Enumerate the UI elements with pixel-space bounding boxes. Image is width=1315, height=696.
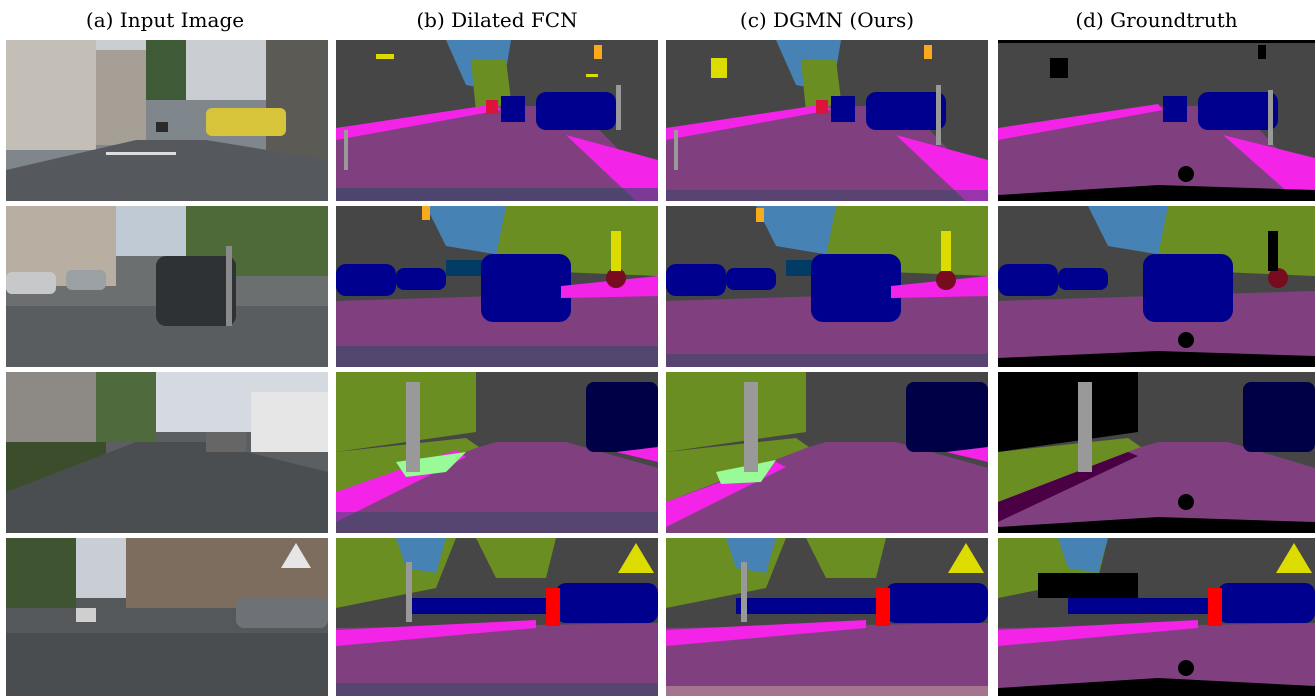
column-header-dgmn: (c) DGMN (Ours) [739,8,915,32]
dilated-fcn-row-2 [336,206,658,367]
dgmn-row-2 [666,206,988,367]
dilated-fcn-row-3 [336,372,658,533]
groundtruth-row-3 [998,372,1315,533]
input-image-row-2 [6,206,328,367]
column-header-groundtruth: (d) Groundtruth [1075,8,1238,32]
input-image-row-1 [6,40,328,201]
dgmn-row-4 [666,538,988,696]
dilated-fcn-row-4 [336,538,658,696]
column-header-dilated-fcn: (b) Dilated FCN [416,8,578,32]
dgmn-row-3 [666,372,988,533]
dilated-fcn-row-1 [336,40,658,201]
input-image-row-4 [6,538,328,696]
column-header-input: (a) Input Image [85,8,245,32]
input-image-row-3 [6,372,328,533]
groundtruth-row-2 [998,206,1315,367]
groundtruth-row-1 [998,40,1315,201]
groundtruth-row-4 [998,538,1315,696]
dgmn-row-1 [666,40,988,201]
